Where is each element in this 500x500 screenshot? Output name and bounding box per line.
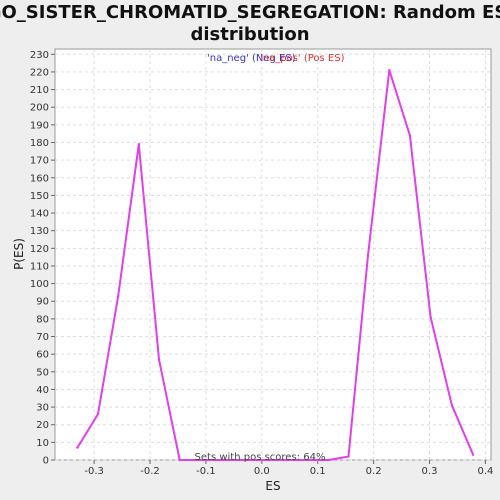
- x-tick-label: 0.0: [254, 466, 270, 477]
- y-tick-label: 50: [36, 367, 49, 378]
- data-point: [450, 404, 454, 407]
- data-point: [178, 458, 181, 462]
- legend: 'na_neg' (Neg ES) 'na_pos' (Pos ES): [207, 53, 345, 64]
- data-point: [366, 254, 370, 257]
- annotation-pos-scores: Sets with pos scores: 64%: [195, 452, 326, 463]
- data-point: [327, 458, 331, 462]
- x-tick-label: 0.1: [310, 466, 326, 477]
- x-tick-label: -0.2: [140, 466, 160, 477]
- y-tick-label: 190: [30, 120, 49, 131]
- legend-entry-pos: 'na_pos' (Pos ES): [260, 53, 345, 64]
- y-axis-ticks: 0 10 20 30 40 50 60 70 80 90 100 110 120 130 140 150 160…: [30, 50, 55, 467]
- y-tick-label: 140: [30, 209, 49, 220]
- data-point: [76, 446, 79, 449]
- plot-area: [54, 48, 492, 461]
- y-tick-label: 70: [36, 332, 49, 343]
- data-point: [408, 134, 412, 137]
- y-tick-label: 40: [36, 385, 49, 396]
- y-tick-label: 90: [36, 297, 49, 308]
- y-tick-label: 200: [30, 103, 49, 114]
- data-point: [157, 358, 161, 361]
- y-tick-label: 110: [30, 261, 49, 272]
- data-point: [471, 453, 475, 456]
- y-tick-label: 30: [36, 403, 49, 414]
- y-tick-label: 230: [30, 50, 49, 61]
- y-tick-label: 100: [30, 279, 49, 290]
- y-tick-label: 150: [30, 191, 49, 202]
- x-tick-label: 0.4: [477, 466, 493, 477]
- series-group: [76, 68, 475, 462]
- y-tick-label: 170: [30, 156, 49, 167]
- y-tick-label: 220: [30, 67, 49, 78]
- y-tick-label: 0: [43, 456, 49, 467]
- x-tick-label: -0.3: [84, 466, 104, 477]
- x-axis-label: ES: [265, 479, 280, 493]
- x-axis-ticks: -0.3 -0.2 -0.1 0.0 0.1 0.2 0.3 0.4: [84, 460, 493, 477]
- x-tick-label: 0.2: [366, 466, 382, 477]
- y-tick-label: 160: [30, 173, 49, 184]
- y-tick-label: 210: [30, 85, 49, 96]
- y-tick-label: 10: [36, 438, 49, 449]
- chart-title-line2: distribution: [190, 24, 309, 45]
- data-point: [116, 294, 120, 298]
- data-point: [429, 315, 432, 319]
- y-tick-label: 120: [30, 244, 49, 255]
- data-point: [96, 412, 100, 416]
- x-tick-label: 0.3: [422, 466, 438, 477]
- data-point: [347, 455, 350, 458]
- series-line-0: [76, 69, 475, 461]
- y-axis-label: P(ES): [12, 238, 26, 270]
- chart-title-line1: GO_SISTER_CHROMATID_SEGREGATION: Random …: [0, 2, 500, 23]
- y-tick-label: 60: [36, 350, 49, 361]
- y-tick-label: 20: [36, 420, 49, 431]
- y-tick-label: 80: [36, 314, 49, 325]
- x-tick-label: -0.1: [196, 466, 216, 477]
- legend-entry-neg: 'na_neg' (Neg ES): [207, 53, 296, 64]
- y-tick-label: 180: [30, 138, 49, 149]
- data-point: [137, 143, 141, 146]
- data-point: [388, 68, 391, 72]
- y-tick-label: 130: [30, 226, 49, 237]
